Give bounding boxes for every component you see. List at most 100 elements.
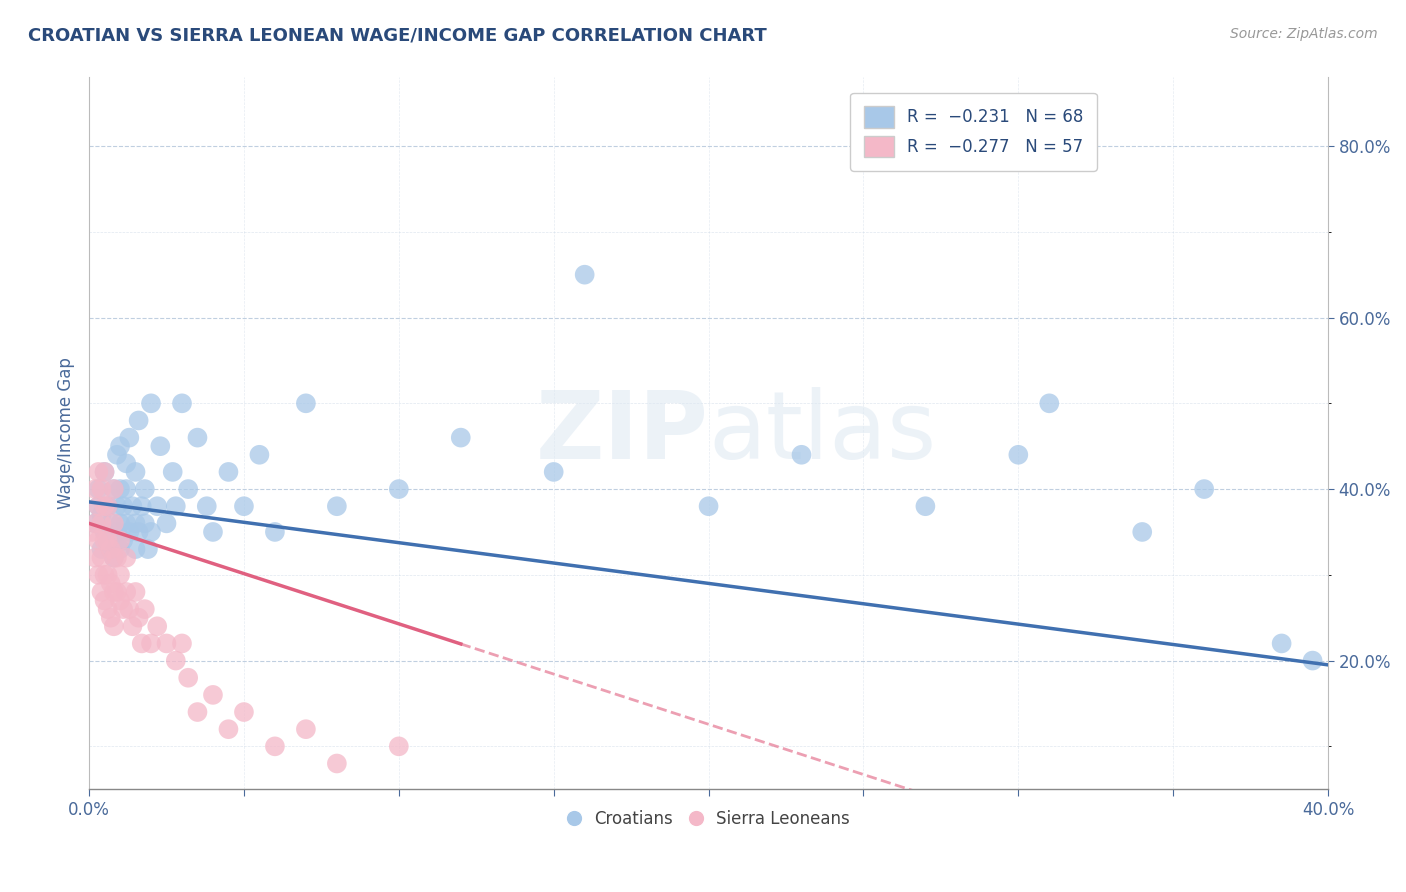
Point xyxy=(97,533,120,548)
Point xyxy=(90,550,112,565)
Point xyxy=(93,465,115,479)
Point xyxy=(93,533,115,548)
Point xyxy=(105,500,128,514)
Point xyxy=(103,585,125,599)
Point xyxy=(388,739,411,754)
Point xyxy=(93,465,115,479)
Point xyxy=(103,550,125,565)
Point xyxy=(217,465,239,479)
Point xyxy=(128,610,150,624)
Point xyxy=(103,482,125,496)
Point xyxy=(100,576,122,591)
Point xyxy=(790,448,813,462)
Point xyxy=(97,567,120,582)
Point xyxy=(388,482,411,496)
Point xyxy=(177,671,200,685)
Point xyxy=(186,431,208,445)
Point xyxy=(93,593,115,607)
Point xyxy=(105,550,128,565)
Point xyxy=(103,516,125,531)
Point xyxy=(124,542,146,557)
Point xyxy=(93,567,115,582)
Point xyxy=(697,500,720,514)
Point xyxy=(93,500,115,514)
Point xyxy=(108,533,131,548)
Point xyxy=(128,413,150,427)
Text: ZIP: ZIP xyxy=(536,387,709,479)
Text: Source: ZipAtlas.com: Source: ZipAtlas.com xyxy=(1230,27,1378,41)
Point xyxy=(90,516,112,531)
Point xyxy=(93,524,115,539)
Point xyxy=(186,705,208,719)
Point xyxy=(1271,636,1294,650)
Text: CROATIAN VS SIERRA LEONEAN WAGE/INCOME GAP CORRELATION CHART: CROATIAN VS SIERRA LEONEAN WAGE/INCOME G… xyxy=(28,27,766,45)
Point xyxy=(1130,524,1153,539)
Point xyxy=(90,585,112,599)
Point xyxy=(155,636,177,650)
Point xyxy=(295,722,318,736)
Point xyxy=(108,482,131,496)
Point xyxy=(201,688,224,702)
Point xyxy=(195,500,218,514)
Point xyxy=(103,482,125,496)
Point xyxy=(139,396,162,410)
Point xyxy=(134,602,156,616)
Point xyxy=(115,516,138,531)
Legend: Croatians, Sierra Leoneans: Croatians, Sierra Leoneans xyxy=(561,803,856,834)
Point xyxy=(118,524,141,539)
Point xyxy=(124,585,146,599)
Point xyxy=(100,610,122,624)
Point xyxy=(118,431,141,445)
Point xyxy=(108,593,131,607)
Point xyxy=(165,500,187,514)
Point xyxy=(108,567,131,582)
Point xyxy=(87,482,110,496)
Point xyxy=(115,482,138,496)
Point xyxy=(233,500,256,514)
Point xyxy=(233,705,256,719)
Point xyxy=(264,524,287,539)
Point xyxy=(170,636,193,650)
Point xyxy=(136,542,159,557)
Point xyxy=(450,431,472,445)
Y-axis label: Wage/Income Gap: Wage/Income Gap xyxy=(58,358,75,509)
Point xyxy=(146,500,169,514)
Point xyxy=(87,465,110,479)
Point xyxy=(1302,654,1324,668)
Point xyxy=(326,500,349,514)
Point xyxy=(112,602,135,616)
Point xyxy=(131,636,153,650)
Point xyxy=(543,465,565,479)
Point xyxy=(295,396,318,410)
Point xyxy=(217,722,239,736)
Point xyxy=(108,542,131,557)
Point xyxy=(112,500,135,514)
Point xyxy=(124,516,146,531)
Point xyxy=(112,533,135,548)
Point xyxy=(115,585,138,599)
Point xyxy=(264,739,287,754)
Point xyxy=(162,465,184,479)
Point xyxy=(87,567,110,582)
Point xyxy=(100,542,122,557)
Point xyxy=(201,524,224,539)
Point xyxy=(1007,448,1029,462)
Point xyxy=(139,524,162,539)
Point xyxy=(90,508,112,522)
Point xyxy=(105,585,128,599)
Point xyxy=(97,602,120,616)
Point xyxy=(146,619,169,633)
Point xyxy=(115,456,138,470)
Point xyxy=(177,482,200,496)
Text: atlas: atlas xyxy=(709,387,936,479)
Point xyxy=(914,500,936,514)
Point xyxy=(108,516,131,531)
Point xyxy=(155,516,177,531)
Point xyxy=(84,516,107,531)
Point xyxy=(131,500,153,514)
Point xyxy=(97,500,120,514)
Point xyxy=(100,516,122,531)
Point xyxy=(574,268,596,282)
Point xyxy=(97,533,120,548)
Point xyxy=(87,500,110,514)
